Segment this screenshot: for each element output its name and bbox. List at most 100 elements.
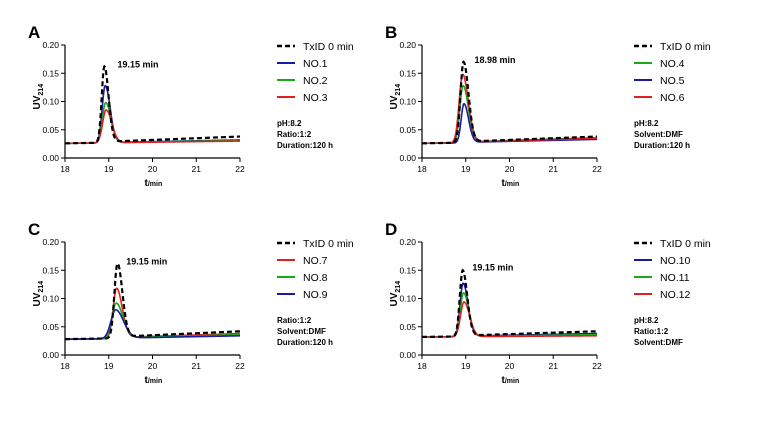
condition-label: Duration:120 h [277,141,333,150]
y-axis-title-sub: 214 [38,84,45,96]
legend-entry-label: TxID 0 min [660,238,711,250]
panel-a: A 0.00 0.05 0.10 0.15 0.20 18 19 20 21 22 t/min UV21… [28,23,354,189]
condition-label: pH:8.2 [634,119,659,128]
legend-entry-label: TxID 0 min [303,238,354,250]
x-axis-title-main: t [145,375,149,386]
y-tick-label: 0.10 [399,294,416,304]
legend-entry-label: NO.9 [303,289,328,301]
y-tick-label: 0.05 [42,322,59,332]
series-line-txid-0-min [64,64,241,145]
peak-time-label: 19.15 min [118,60,159,70]
legend-entry-label: NO.1 [303,58,328,70]
series-line-txid-0-min [421,268,598,339]
x-tick-label: 21 [192,164,202,174]
panel-letter: B [385,23,397,42]
y-axis-title-main: UV [32,95,43,109]
y-tick-label: 0.05 [399,322,416,332]
x-axis-title-unit: /min [148,181,162,188]
y-axis-title-sub: 214 [395,84,402,96]
x-axis-title: t/min [502,375,520,386]
series-line-no-1 [65,84,241,145]
condition-label: Ratio:1:2 [277,130,312,139]
series-line-no-9 [65,308,241,340]
legend-entry-label: TxID 0 min [660,41,711,53]
x-tick-label: 22 [235,164,245,174]
y-tick-label: 0.20 [42,40,59,50]
y-axis-title: UV214 [32,281,45,307]
y-axis-title-main: UV [32,292,43,306]
x-axis-title-main: t [502,375,506,386]
x-tick-label: 18 [417,361,427,371]
y-tick-label: 0.00 [42,153,59,163]
x-tick-label: 20 [148,361,158,371]
y-tick-label: 0.05 [399,125,416,135]
y-axis-title: UV214 [389,281,402,307]
x-tick-label: 18 [60,164,70,174]
y-tick-label: 0.20 [399,237,416,247]
y-tick-label: 0.15 [42,265,59,275]
x-tick-label: 22 [592,361,602,371]
y-tick-label: 0.15 [399,68,416,78]
panel-letter: D [385,220,397,239]
legend-entry-label: NO.2 [303,75,328,87]
y-tick-label: 0.00 [399,350,416,360]
y-axis-title-sub: 214 [38,281,45,293]
series-line-txid-0-min [64,261,241,341]
y-axis-title-main: UV [389,95,400,109]
y-tick-label: 0.15 [399,265,416,275]
legend-entry-label: NO.7 [303,255,328,267]
y-tick-label: 0.10 [42,97,59,107]
panel-c: C 0.00 0.05 0.10 0.15 0.20 18 19 20 21 22 t/min UV21… [28,220,354,386]
condition-label: Solvent:DMF [634,338,683,347]
legend-entry-label: TxID 0 min [303,41,354,53]
y-tick-label: 0.20 [399,40,416,50]
y-tick-label: 0.00 [42,350,59,360]
condition-label: Duration:120 h [277,338,333,347]
condition-label: Ratio:1:2 [634,327,669,336]
condition-label: pH:8.2 [277,119,302,128]
peak-time-label: 18.98 min [475,55,516,65]
y-tick-label: 0.10 [399,97,416,107]
x-tick-label: 18 [60,361,70,371]
x-tick-label: 20 [505,164,515,174]
x-axis-title-unit: /min [505,378,519,385]
x-tick-label: 19 [461,361,471,371]
series-line-no-12 [422,301,597,338]
x-tick-label: 22 [592,164,602,174]
y-axis-title-main: UV [389,292,400,306]
legend-entry-label: NO.6 [660,92,685,104]
y-tick-label: 0.05 [42,125,59,135]
condition-label: Duration:120 h [634,141,690,150]
x-tick-label: 21 [549,361,559,371]
x-tick-label: 18 [417,164,427,174]
x-tick-label: 22 [235,361,245,371]
x-axis-title-main: t [145,178,149,189]
series-line-no-3 [65,109,241,145]
x-axis-title: t/min [502,178,520,189]
condition-label: Solvent:DMF [277,327,326,336]
legend-entry-label: NO.4 [660,58,685,70]
y-tick-label: 0.10 [42,294,59,304]
condition-label: Ratio:1:2 [277,316,312,325]
x-axis-title-main: t [502,178,506,189]
x-tick-label: 21 [549,164,559,174]
legend-entry-label: NO.12 [660,289,691,301]
y-tick-label: 0.00 [399,153,416,163]
x-axis-title-unit: /min [505,181,519,188]
x-axis-title: t/min [145,178,163,189]
condition-label: pH:8.2 [634,316,659,325]
series-line-no-10 [422,282,598,338]
peak-time-label: 19.15 min [472,262,513,272]
legend-entry-label: NO.11 [660,272,690,284]
y-axis-title: UV214 [32,84,45,110]
panel-d: D 0.00 0.05 0.10 0.15 0.20 18 19 20 21 22 t/min UV21… [385,220,711,386]
x-tick-label: 19 [104,361,114,371]
peak-time-label: 19.15 min [126,257,167,267]
legend-entry-label: NO.8 [303,272,328,284]
legend-entry-label: NO.10 [660,255,691,267]
x-tick-label: 19 [104,164,114,174]
y-axis-title-sub: 214 [395,281,402,293]
x-tick-label: 19 [461,164,471,174]
x-axis-title-unit: /min [148,378,162,385]
